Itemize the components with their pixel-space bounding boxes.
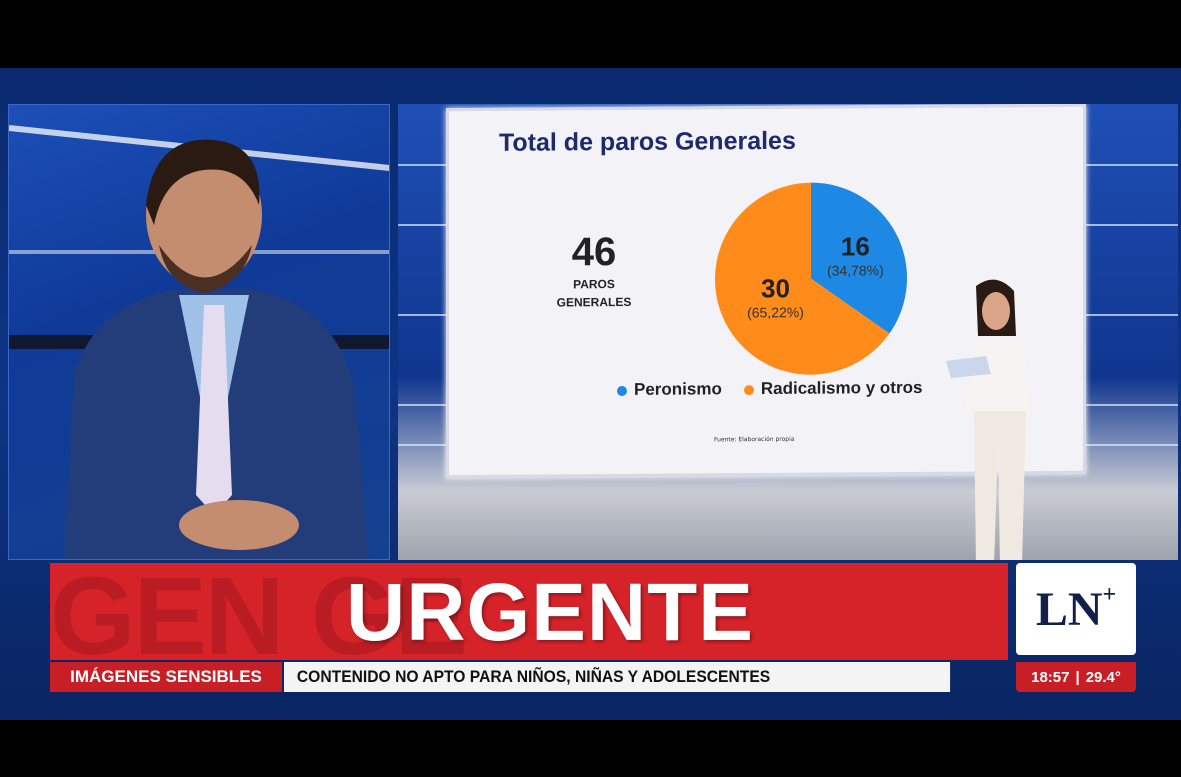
- chart-source: Fuente: Elaboración propia: [714, 435, 795, 444]
- chart-screen: Total de paros Generales 46 PAROS GENERA…: [446, 104, 1086, 479]
- logo-plus: +: [1102, 581, 1117, 608]
- ticker-text: CONTENIDO NO APTO PARA NIÑOS, NIÑAS Y AD…: [284, 662, 951, 692]
- legend-item-peronismo: Peronismo: [617, 379, 722, 400]
- pie-slice-0: [811, 182, 907, 334]
- logo-text: LN: [1035, 582, 1103, 636]
- background-text: GEN GE: [50, 563, 468, 660]
- time: 18:57: [1031, 668, 1070, 686]
- slice-value-label: 30: [761, 273, 790, 303]
- total-value: 46: [571, 230, 617, 275]
- legend-label: Peronismo: [634, 379, 722, 399]
- lower-third-headline-bar: GEN GE URGENTE: [50, 563, 1008, 660]
- legend-label: Radicalismo y otros: [760, 377, 923, 399]
- total-count: 46 PAROS GENERALES: [539, 230, 649, 312]
- temperature: 29.4°: [1085, 668, 1121, 686]
- pie-slice-1: [715, 182, 890, 375]
- presenter-image: [946, 279, 1031, 560]
- headline: URGENTE: [346, 567, 754, 658]
- legend-item-radicalismo: Radicalismo y otros: [743, 377, 923, 399]
- guest-person-image: [64, 139, 369, 559]
- chart-title: Total de paros Generales: [499, 126, 796, 157]
- studio-chart-panel: Total de paros Generales 46 PAROS GENERA…: [398, 104, 1178, 560]
- total-label-1: PAROS: [573, 277, 615, 292]
- total-label-2: GENERALES: [556, 294, 632, 310]
- pie-chart: 16(34,78%) 30(65,22%): [715, 182, 907, 375]
- chart-legend: Peronismo Radicalismo y otros: [617, 378, 922, 400]
- slice-percent-label: (65,22%): [747, 304, 804, 320]
- clock-weather: 18:57 | 29.4°: [1016, 662, 1136, 692]
- warning-label: IMÁGENES SENSIBLES: [50, 662, 282, 692]
- legend-dot-icon: [617, 385, 627, 396]
- slice-value-label: 16: [841, 231, 870, 261]
- ln-plus-logo: LN +: [1016, 563, 1136, 655]
- studio-guest-panel: [8, 104, 390, 560]
- legend-dot-icon: [743, 384, 754, 395]
- slice-percent-label: (34,78%): [827, 262, 884, 278]
